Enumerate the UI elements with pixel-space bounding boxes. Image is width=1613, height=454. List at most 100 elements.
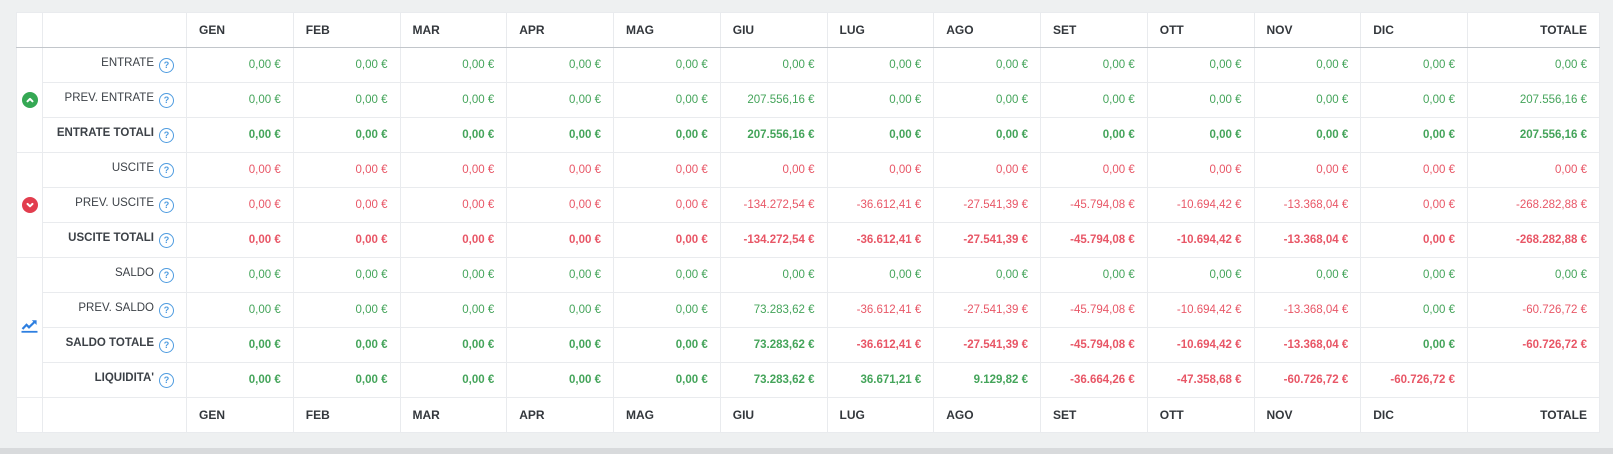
cell-entrate-gen: 0,00 € — [186, 47, 294, 83]
help-icon[interactable]: ? — [159, 163, 174, 178]
cell-prev-entrate-mar: 0,00 € — [399, 82, 508, 118]
cell-uscite-feb: 0,00 € — [292, 152, 401, 188]
help-icon[interactable]: ? — [159, 128, 174, 143]
cell-liquidita-ott: -47.358,68 € — [1146, 362, 1255, 398]
line-chart-icon[interactable] — [21, 319, 38, 333]
cell-saldo-totale-lug: -36.612,41 € — [826, 327, 935, 363]
help-icon[interactable]: ? — [159, 268, 174, 283]
row-label-text: LIQUIDITA' — [94, 372, 154, 384]
cell-prev-saldo-apr: 0,00 € — [506, 292, 614, 328]
cell-liquidita-apr: 0,00 € — [506, 362, 614, 398]
cell-liquidita-feb: 0,00 € — [292, 362, 401, 398]
group-icon-cell-saldo — [16, 257, 43, 398]
column-header-mar: MAR — [399, 12, 508, 48]
cell-prev-uscite-giu: -134.272,54 € — [719, 187, 828, 223]
footer-total-label: TOTALE — [1467, 397, 1600, 433]
column-header-ago: AGO — [933, 12, 1041, 48]
footer-month-ott: OTT — [1146, 397, 1255, 433]
cell-prev-saldo-ott: -10.694,42 € — [1146, 292, 1255, 328]
help-icon[interactable]: ? — [159, 93, 174, 108]
cell-uscite-mag: 0,00 € — [613, 152, 721, 188]
cell-prev-entrate-totale: 207.556,16 € — [1467, 82, 1600, 118]
cell-entrate-totali-dic: 0,00 € — [1360, 117, 1468, 153]
cell-uscite-gen: 0,00 € — [186, 152, 294, 188]
circle-arrow-down-icon — [21, 197, 38, 213]
cell-entrate-apr: 0,00 € — [506, 47, 614, 83]
footer-month-gen: GEN — [186, 397, 294, 433]
cell-uscite-totali-set: -45.794,08 € — [1040, 222, 1148, 258]
cell-saldo-totale: 0,00 € — [1467, 257, 1600, 293]
cell-liquidita-totale — [1467, 362, 1600, 398]
cell-uscite-totali-ago: -27.541,39 € — [933, 222, 1041, 258]
row-label-text: SALDO — [115, 267, 154, 279]
table-row-uscite-totali: USCITE TOTALI? 0,00 €0,00 €0,00 €0,00 €0,… — [17, 222, 1600, 258]
cell-entrate-dic: 0,00 € — [1360, 47, 1468, 83]
row-label-text: ENTRATE — [101, 57, 154, 69]
cell-saldo-giu: 0,00 € — [719, 257, 828, 293]
cell-prev-uscite-nov: -13.368,04 € — [1253, 187, 1362, 223]
cell-saldo-set: 0,00 € — [1040, 257, 1148, 293]
cell-prev-entrate-dic: 0,00 € — [1360, 82, 1468, 118]
horizontal-scrollbar-track[interactable] — [0, 448, 1613, 454]
table-row-entrate-totali: ENTRATE TOTALI? 0,00 €0,00 €0,00 €0,00 €0… — [17, 117, 1600, 153]
cell-liquidita-giu: 73.283,62 € — [719, 362, 828, 398]
cell-entrate-totali-totale: 207.556,16 € — [1467, 117, 1600, 153]
cell-saldo-nov: 0,00 € — [1253, 257, 1362, 293]
cell-entrate-totali-feb: 0,00 € — [292, 117, 401, 153]
cell-prev-entrate-mag: 0,00 € — [613, 82, 721, 118]
cell-prev-saldo-totale: -60.726,72 € — [1467, 292, 1600, 328]
cell-saldo-totale-feb: 0,00 € — [292, 327, 401, 363]
cell-uscite-totali-giu: -134.272,54 € — [719, 222, 828, 258]
cell-uscite-apr: 0,00 € — [506, 152, 614, 188]
help-icon[interactable]: ? — [159, 233, 174, 248]
column-header-dic: DIC — [1360, 12, 1468, 48]
cell-prev-saldo-mag: 0,00 € — [613, 292, 721, 328]
footer-month-dic: DIC — [1360, 397, 1468, 433]
cell-entrate-totali-mar: 0,00 € — [399, 117, 508, 153]
cell-entrate-totali-gen: 0,00 € — [186, 117, 294, 153]
help-icon[interactable]: ? — [159, 58, 174, 73]
cell-saldo-totale-nov: -13.368,04 € — [1253, 327, 1362, 363]
cell-saldo-mag: 0,00 € — [613, 257, 721, 293]
footer-month-mag: MAG — [613, 397, 721, 433]
column-header-set: SET — [1040, 12, 1148, 48]
cell-uscite-ott: 0,00 € — [1146, 152, 1255, 188]
cell-uscite-totali-mar: 0,00 € — [399, 222, 508, 258]
cell-prev-entrate-apr: 0,00 € — [506, 82, 614, 118]
cell-uscite-ago: 0,00 € — [933, 152, 1041, 188]
help-icon[interactable]: ? — [159, 303, 174, 318]
cell-prev-saldo-lug: -36.612,41 € — [826, 292, 935, 328]
cell-saldo-gen: 0,00 € — [186, 257, 294, 293]
table-row-saldo-totale: SALDO TOTALE? 0,00 €0,00 €0,00 €0,00 €0,0… — [17, 327, 1600, 363]
table-row-prev-entrate: PREV. ENTRATE? 0,00 €0,00 €0,00 €0,00 €0,… — [17, 82, 1600, 118]
footer-month-mar: MAR — [399, 397, 508, 433]
row-label-prev-uscite: PREV. USCITE? — [42, 187, 187, 223]
cell-saldo-totale-mar: 0,00 € — [399, 327, 508, 363]
column-header-feb: FEB — [292, 12, 401, 48]
footer-month-giu: GIU — [719, 397, 828, 433]
footer-label-cell — [42, 397, 187, 433]
row-label-text: PREV. USCITE — [75, 197, 154, 209]
help-icon[interactable]: ? — [159, 338, 174, 353]
row-label-uscite-totali: USCITE TOTALI? — [42, 222, 187, 258]
cell-prev-saldo-dic: 0,00 € — [1360, 292, 1468, 328]
row-label-text: USCITE — [111, 162, 154, 174]
cell-prev-uscite-set: -45.794,08 € — [1040, 187, 1148, 223]
cell-prev-uscite-ott: -10.694,42 € — [1146, 187, 1255, 223]
cell-prev-saldo-feb: 0,00 € — [292, 292, 401, 328]
cell-entrate-totali-mag: 0,00 € — [613, 117, 721, 153]
cell-entrate-totali-set: 0,00 € — [1040, 117, 1148, 153]
footer-month-ago: AGO — [933, 397, 1041, 433]
help-icon[interactable]: ? — [159, 373, 174, 388]
cell-entrate-ago: 0,00 € — [933, 47, 1041, 83]
help-icon[interactable]: ? — [159, 198, 174, 213]
cell-prev-uscite-totale: -268.282,88 € — [1467, 187, 1600, 223]
cell-prev-saldo-nov: -13.368,04 € — [1253, 292, 1362, 328]
cell-saldo-totale-totale: -60.726,72 € — [1467, 327, 1600, 363]
cell-uscite-totali-dic: 0,00 € — [1360, 222, 1468, 258]
row-label-entrate: ENTRATE? — [42, 47, 187, 83]
column-header-apr: APR — [506, 12, 614, 48]
cell-saldo-ott: 0,00 € — [1146, 257, 1255, 293]
cell-prev-entrate-ott: 0,00 € — [1146, 82, 1255, 118]
cell-saldo-mar: 0,00 € — [399, 257, 508, 293]
